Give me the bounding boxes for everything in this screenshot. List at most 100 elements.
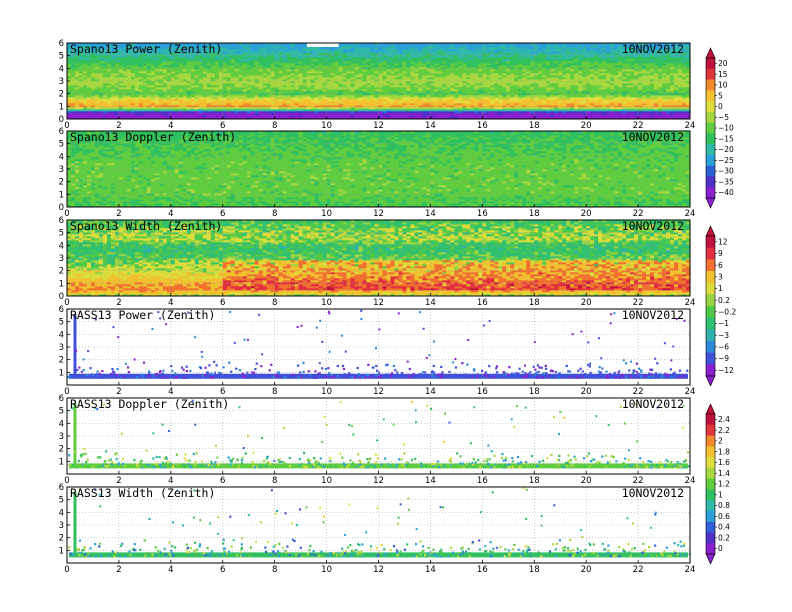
heatmap-cell bbox=[202, 113, 208, 116]
heatmap-cell bbox=[298, 75, 303, 78]
heatmap-cell bbox=[74, 65, 80, 68]
heatmap-cell bbox=[138, 47, 144, 50]
heatmap-cell bbox=[118, 87, 124, 90]
heatmap-cell bbox=[170, 59, 176, 62]
heatmap-cell bbox=[506, 87, 511, 90]
heatmap-cell bbox=[450, 45, 455, 48]
heatmap-cell bbox=[550, 107, 555, 110]
heatmap-cell bbox=[290, 75, 295, 78]
heatmap-cell bbox=[250, 67, 256, 70]
heatmap-cell bbox=[150, 43, 156, 46]
heatmap-cell bbox=[218, 89, 224, 92]
heatmap-cell bbox=[202, 51, 208, 54]
heatmap-cell bbox=[190, 85, 196, 88]
heatmap-cell bbox=[150, 91, 156, 94]
heatmap-cell bbox=[358, 77, 363, 80]
heatmap-cell bbox=[354, 83, 359, 86]
heatmap-cell bbox=[102, 49, 108, 52]
heatmap-cell bbox=[154, 103, 160, 106]
heatmap-cell bbox=[250, 57, 256, 60]
heatmap-cell bbox=[294, 95, 299, 98]
heatmap-cell bbox=[250, 65, 256, 68]
heatmap-cell bbox=[510, 81, 515, 84]
heatmap-cell bbox=[74, 109, 80, 112]
heatmap-cell bbox=[174, 75, 180, 78]
heatmap-cell bbox=[354, 57, 359, 60]
heatmap-cell bbox=[178, 69, 184, 72]
heatmap-cell bbox=[306, 53, 311, 56]
heatmap-cell bbox=[210, 89, 216, 92]
heatmap-cell bbox=[214, 75, 220, 78]
heatmap-cell bbox=[262, 87, 268, 90]
heatmap-cell bbox=[534, 47, 539, 50]
heatmap-cell bbox=[90, 97, 96, 100]
heatmap-cell bbox=[506, 111, 511, 114]
heatmap-cell bbox=[67, 47, 72, 50]
heatmap-cell bbox=[418, 91, 423, 94]
heatmap-cell bbox=[382, 91, 387, 94]
heatmap-cell bbox=[166, 95, 172, 98]
heatmap-cell bbox=[74, 63, 80, 66]
heatmap-cell bbox=[338, 57, 343, 60]
heatmap-cell bbox=[142, 59, 148, 62]
heatmap-cell bbox=[154, 83, 160, 86]
heatmap-cell bbox=[254, 51, 260, 54]
heatmap-cell bbox=[290, 61, 295, 64]
heatmap-cell bbox=[298, 93, 303, 96]
heatmap-cell bbox=[206, 51, 212, 54]
heatmap-cell bbox=[250, 115, 256, 118]
heatmap-cell bbox=[390, 77, 395, 80]
heatmap-cell bbox=[178, 53, 184, 56]
heatmap-cell bbox=[466, 67, 471, 70]
heatmap-cell bbox=[574, 51, 579, 54]
heatmap-cell bbox=[198, 101, 204, 104]
heatmap-cell bbox=[582, 49, 587, 52]
heatmap-cell bbox=[390, 75, 395, 78]
heatmap-cell bbox=[250, 83, 256, 86]
heatmap-cell bbox=[422, 91, 427, 94]
heatmap-cell bbox=[166, 75, 172, 78]
heatmap-cell bbox=[414, 45, 419, 48]
heatmap-cell bbox=[526, 57, 531, 60]
heatmap-cell bbox=[302, 57, 307, 60]
heatmap-cell bbox=[486, 57, 491, 60]
heatmap-cell bbox=[450, 89, 455, 92]
heatmap-cell bbox=[398, 89, 403, 92]
heatmap-cell bbox=[570, 99, 575, 102]
heatmap-cell bbox=[258, 117, 264, 119]
heatmap-cell bbox=[574, 91, 579, 94]
heatmap-cell bbox=[578, 51, 583, 54]
heatmap-cell bbox=[526, 69, 531, 72]
heatmap-cell bbox=[514, 61, 519, 64]
heatmap-cell bbox=[550, 43, 555, 46]
heatmap-cell bbox=[130, 93, 136, 96]
heatmap-cell bbox=[74, 53, 80, 56]
heatmap-cell bbox=[250, 55, 256, 58]
heatmap-cell bbox=[510, 97, 515, 100]
heatmap-cell bbox=[550, 79, 555, 82]
heatmap-cell bbox=[514, 107, 519, 110]
heatmap-cell bbox=[222, 51, 228, 54]
heatmap-cell bbox=[138, 65, 144, 68]
heatmap-cell bbox=[258, 85, 264, 88]
heatmap-cell bbox=[514, 105, 519, 108]
heatmap-cell bbox=[466, 65, 471, 68]
heatmap-cell bbox=[330, 99, 335, 102]
heatmap-cell bbox=[466, 59, 471, 62]
heatmap-cell bbox=[250, 75, 256, 78]
heatmap-cell bbox=[522, 93, 527, 96]
heatmap-cell bbox=[338, 81, 343, 84]
heatmap-cell bbox=[430, 95, 435, 98]
heatmap-cell bbox=[402, 61, 407, 64]
heatmap-cell bbox=[86, 75, 92, 78]
heatmap-cell bbox=[186, 69, 192, 72]
heatmap-cell bbox=[314, 59, 319, 62]
heatmap-cell bbox=[270, 99, 276, 102]
heatmap-cell bbox=[326, 65, 331, 68]
heatmap-cell bbox=[514, 71, 519, 74]
heatmap-cell bbox=[566, 59, 571, 62]
heatmap-cell bbox=[126, 95, 132, 98]
heatmap-cell bbox=[534, 87, 539, 90]
heatmap-cell bbox=[146, 61, 152, 64]
heatmap-cell bbox=[322, 83, 327, 86]
